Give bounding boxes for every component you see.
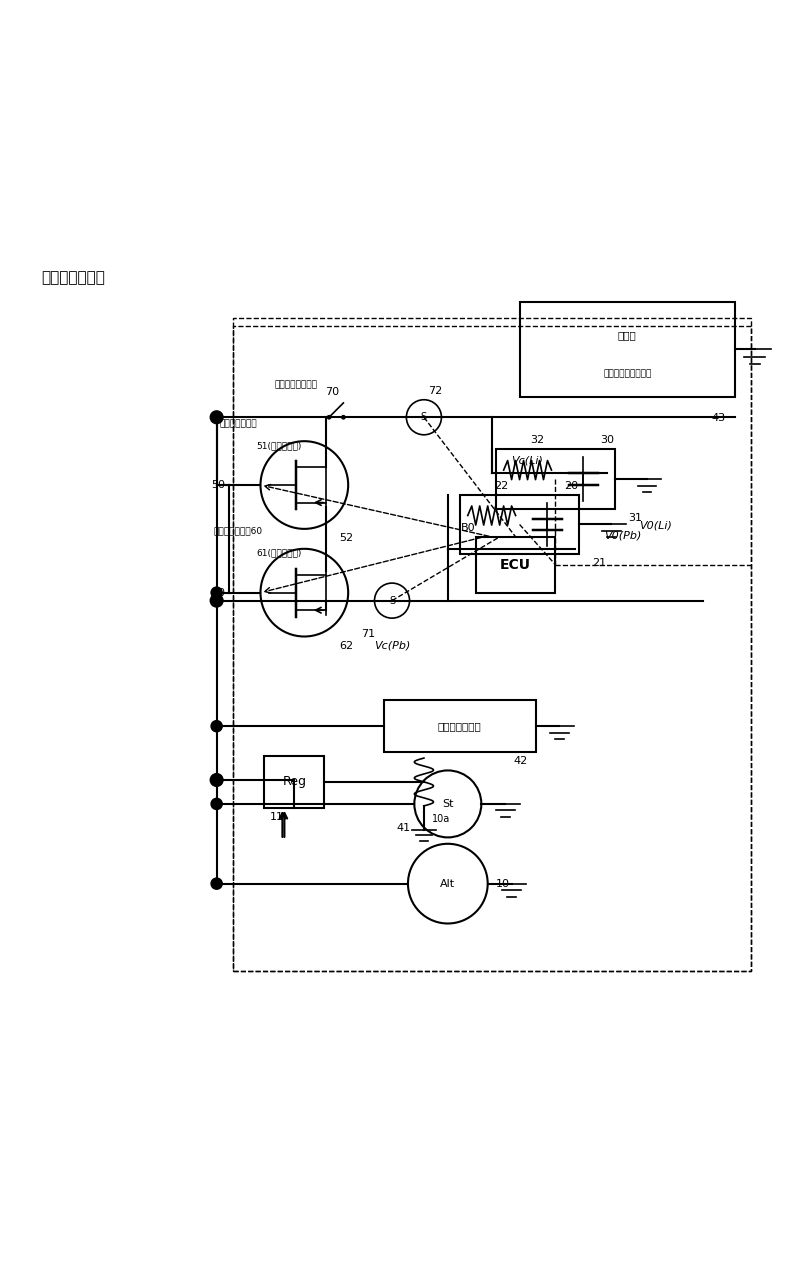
- Text: 42: 42: [514, 756, 527, 766]
- Circle shape: [210, 594, 223, 607]
- Text: 10: 10: [496, 878, 510, 889]
- Text: 41: 41: [396, 822, 410, 833]
- Text: St: St: [442, 799, 454, 808]
- Text: 51(寄生二极管): 51(寄生二极管): [256, 440, 302, 449]
- Circle shape: [211, 798, 222, 810]
- Text: 70: 70: [325, 387, 339, 397]
- Circle shape: [211, 721, 222, 732]
- Text: S: S: [389, 596, 395, 606]
- Text: （半导体开关）: （半导体开关）: [220, 419, 258, 428]
- Text: 72: 72: [428, 386, 442, 396]
- Text: 71: 71: [361, 629, 375, 639]
- Text: 50: 50: [211, 480, 226, 490]
- Bar: [233, 317, 750, 971]
- Text: （锂离子蓄电池型）: （锂离子蓄电池型）: [603, 369, 651, 378]
- Text: （半导体开关）60: （半导体开关）60: [214, 527, 263, 536]
- Text: 30: 30: [600, 435, 614, 446]
- Bar: [460, 495, 579, 554]
- Text: 60: 60: [211, 588, 226, 597]
- Text: 52: 52: [339, 533, 354, 544]
- Text: 61(寄生二极管): 61(寄生二极管): [256, 549, 302, 558]
- Text: 20: 20: [564, 481, 578, 490]
- Circle shape: [210, 774, 223, 787]
- Text: Vc(Li): Vc(Li): [512, 454, 543, 465]
- Text: ECU: ECU: [500, 558, 531, 572]
- Bar: [476, 537, 555, 593]
- Text: 11: 11: [270, 812, 283, 822]
- Bar: [233, 326, 750, 971]
- Bar: [519, 302, 735, 397]
- Bar: [265, 756, 324, 808]
- Text: 31: 31: [628, 513, 642, 523]
- Text: 22: 22: [494, 481, 509, 490]
- Text: Alt: Alt: [440, 878, 455, 889]
- Text: 10a: 10a: [432, 813, 450, 824]
- Text: 21: 21: [592, 559, 606, 568]
- Bar: [496, 449, 615, 509]
- Circle shape: [327, 415, 330, 419]
- Text: （第二开关部件）: （第二开关部件）: [275, 381, 318, 390]
- Text: V0(Li): V0(Li): [638, 521, 671, 531]
- Text: 〈第一实施例〉: 〈第一实施例〉: [42, 270, 105, 285]
- Bar: [384, 700, 535, 752]
- Text: 电负荷: 电负荷: [618, 330, 637, 340]
- Circle shape: [210, 411, 223, 424]
- Circle shape: [342, 415, 345, 419]
- Circle shape: [211, 587, 222, 598]
- Text: 32: 32: [530, 435, 545, 446]
- Text: Vc(Pb): Vc(Pb): [374, 640, 410, 651]
- Circle shape: [211, 878, 222, 890]
- Text: 62: 62: [339, 640, 354, 651]
- Text: B0: B0: [461, 523, 475, 533]
- Text: 43: 43: [712, 414, 726, 424]
- Text: 电负荷（辅机）: 电负荷（辅机）: [438, 722, 482, 731]
- Text: Reg: Reg: [282, 775, 306, 788]
- Text: V0(Pb): V0(Pb): [605, 531, 642, 541]
- Text: S: S: [421, 412, 427, 423]
